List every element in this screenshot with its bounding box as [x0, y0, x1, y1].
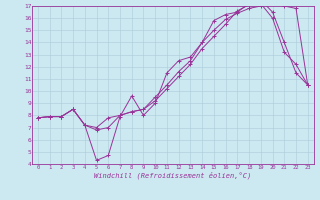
X-axis label: Windchill (Refroidissement éolien,°C): Windchill (Refroidissement éolien,°C) — [94, 171, 252, 179]
